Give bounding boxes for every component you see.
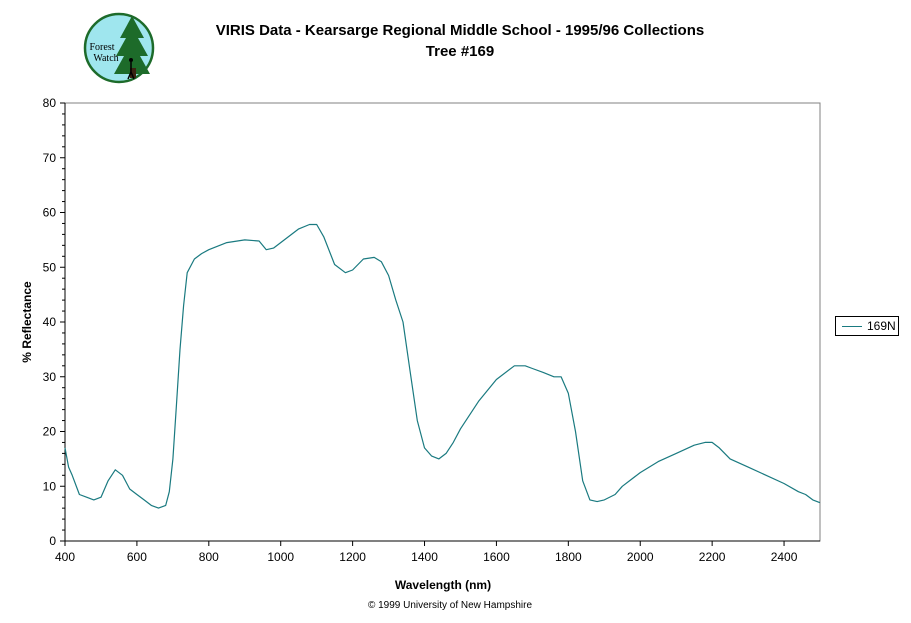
series-layer xyxy=(64,223,821,509)
x-axis: 400 600 800 1000 1200 1400 1600 1800 2000 2200 240… xyxy=(55,540,820,564)
y-tick-label: 10 xyxy=(43,479,57,493)
x-tick-label: 1600 xyxy=(483,550,510,564)
series-line-169N xyxy=(64,223,821,509)
forest-watch-logo: Forest Watch xyxy=(83,12,155,84)
x-tick-label: 600 xyxy=(127,550,147,564)
chart-subtitle: Tree #169 xyxy=(425,43,495,60)
legend: 169N xyxy=(835,316,899,336)
x-tick-label: 1400 xyxy=(411,550,438,564)
x-axis-label: Wavelength (nm) xyxy=(395,578,491,592)
logo-text-watch: Watch xyxy=(93,53,118,64)
y-tick-label: 80 xyxy=(43,96,57,110)
y-tick-label: 60 xyxy=(43,206,57,220)
x-tick-label: 1800 xyxy=(555,550,582,564)
x-tick-label: 2000 xyxy=(627,550,654,564)
tree-icon xyxy=(114,16,150,78)
y-tick-label: 50 xyxy=(43,260,57,274)
plot-border xyxy=(64,102,821,542)
x-tick-label: 2200 xyxy=(699,550,726,564)
y-tick-label: 30 xyxy=(43,370,57,384)
person-icon xyxy=(127,58,135,80)
legend-swatch xyxy=(842,326,862,327)
legend-label: 169N xyxy=(867,319,896,333)
x-tick-label: 1000 xyxy=(267,550,294,564)
x-tick-label: 400 xyxy=(55,550,75,564)
x-tick-label: 2400 xyxy=(771,550,798,564)
x-tick-label: 800 xyxy=(199,550,219,564)
y-tick-label: 40 xyxy=(43,315,57,329)
x-tick-label: 1200 xyxy=(339,550,366,564)
y-axis: 0 10 20 30 40 50 60 70 80 xyxy=(43,96,66,548)
y-tick-label: 0 xyxy=(49,534,56,548)
y-tick-label: 70 xyxy=(43,151,57,165)
plot-area xyxy=(64,102,821,542)
copyright-notice: © 1999 University of New Hampshire xyxy=(367,600,533,611)
chart-title: VIRIS Data - Kearsarge Regional Middle S… xyxy=(215,22,705,39)
y-tick-label: 20 xyxy=(43,425,57,439)
logo-text-forest: Forest xyxy=(90,42,115,53)
y-axis-label: % Reflectance xyxy=(20,281,34,363)
